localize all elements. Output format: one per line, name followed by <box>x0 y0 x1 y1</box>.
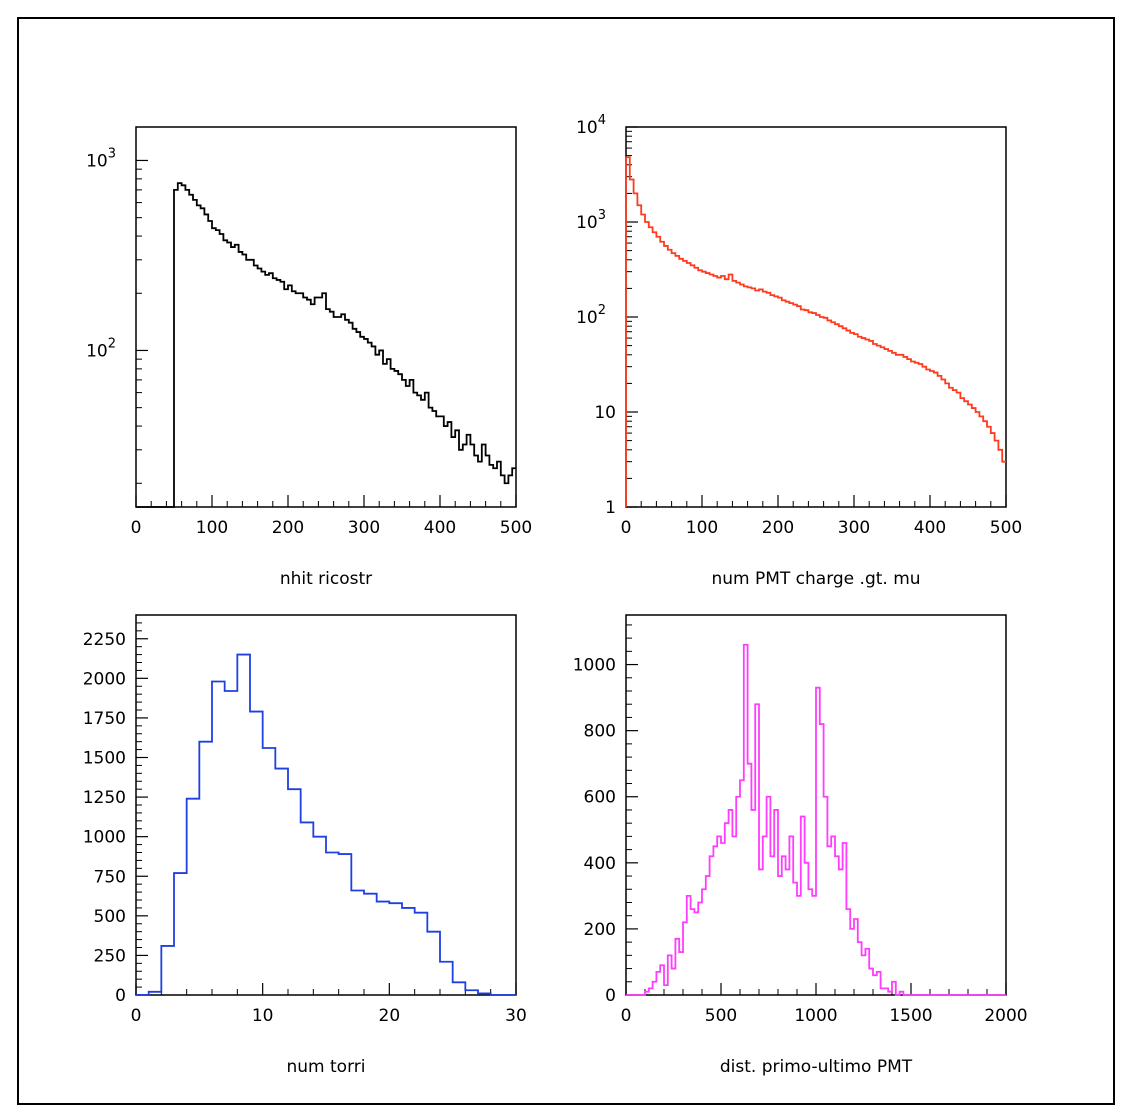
x-tick-label: 500 <box>500 518 532 538</box>
y-tick-label: 250 <box>94 946 126 966</box>
x-tick-label: 1000 <box>794 1006 837 1026</box>
y-tick-label: 103 <box>86 146 116 171</box>
y-tick-label: 102 <box>86 336 116 361</box>
histogram-series-line <box>626 643 1006 996</box>
y-tick-label: 1000 <box>83 828 126 848</box>
x-axis-ticks: 0 100 200 300 400 500 <box>621 495 1022 538</box>
chart-panel-4: 0 500 1000 1500 2000 0 200 400 600 800 1000 dist. p… <box>573 614 1028 1077</box>
x-tick-label: 200 <box>762 518 794 538</box>
x-tick-label: 0 <box>621 1006 632 1026</box>
outer-frame <box>17 17 1115 1105</box>
x-tick-label: 0 <box>621 518 632 538</box>
x-axis-label: num torri <box>287 1057 366 1077</box>
histogram-series-line <box>625 156 1006 507</box>
x-axis-ticks: 0 100 200 300 400 500 <box>131 495 532 538</box>
y-tick-label: 0 <box>605 986 616 1006</box>
x-axis-label: nhit ricostr <box>280 569 372 589</box>
y-tick-label: 400 <box>584 854 616 874</box>
chart-panel-1: 0 100 200 300 400 500 102 103 nhit ricostr <box>86 126 532 589</box>
x-tick-label: 10 <box>252 1006 274 1026</box>
x-axis-label: dist. primo-ultimo PMT <box>720 1057 913 1077</box>
y-tick-label: 2250 <box>83 630 126 650</box>
y-tick-label: 10 <box>594 403 616 423</box>
x-tick-label: 400 <box>914 518 946 538</box>
y-tick-label: 2000 <box>83 669 126 689</box>
x-axis-ticks: 0 500 1000 1500 2000 <box>621 983 1028 1026</box>
x-tick-label: 100 <box>686 518 718 538</box>
x-tick-label: 500 <box>705 1006 737 1026</box>
y-tick-label: 1000 <box>573 656 616 676</box>
x-tick-label: 200 <box>272 518 304 538</box>
y-tick-label: 500 <box>94 907 126 927</box>
y-tick-label: 1 <box>605 498 616 518</box>
y-tick-label: 1500 <box>83 749 126 769</box>
chart-panel-2: 0 100 200 300 400 500 1 10 102 103 104 num PMT char… <box>576 113 1022 589</box>
x-tick-label: 2000 <box>984 1006 1027 1026</box>
y-tick-label: 750 <box>94 867 126 887</box>
y-tick-label: 1250 <box>83 788 126 808</box>
plot-frame <box>135 126 517 508</box>
y-tick-label: 800 <box>584 722 616 742</box>
x-tick-label: 500 <box>990 518 1022 538</box>
chart-panel-3: 0 10 20 30 0 250 500 750 1000 1250 1500 1750 2000 225… <box>83 614 527 1077</box>
y-axis-ticks: 1 10 102 103 104 <box>576 113 638 518</box>
x-tick-label: 0 <box>131 1006 142 1026</box>
y-tick-label: 600 <box>584 788 616 808</box>
x-tick-label: 300 <box>348 518 380 538</box>
y-tick-label: 104 <box>576 113 606 138</box>
histogram-series-line <box>136 653 516 996</box>
x-tick-label: 400 <box>424 518 456 538</box>
x-axis-ticks: 0 10 20 30 <box>131 983 527 1026</box>
y-axis-ticks: 0 200 400 600 800 1000 <box>573 624 638 1006</box>
y-tick-label: 1750 <box>83 709 126 729</box>
x-tick-label: 300 <box>838 518 870 538</box>
x-tick-label: 1500 <box>889 1006 932 1026</box>
x-tick-label: 100 <box>196 518 228 538</box>
y-axis-ticks: 102 103 <box>86 146 148 484</box>
y-tick-label: 103 <box>576 208 606 233</box>
y-axis-ticks: 0 250 500 750 1000 1250 1500 1750 2000 2250 <box>83 614 148 1006</box>
histogram-series-line <box>136 182 516 508</box>
y-tick-label: 200 <box>584 920 616 940</box>
y-tick-label: 0 <box>115 986 126 1006</box>
x-tick-label: 0 <box>131 518 142 538</box>
x-tick-label: 30 <box>505 1006 527 1026</box>
x-axis-label: num PMT charge .gt. mu <box>711 569 920 589</box>
x-tick-label: 20 <box>379 1006 401 1026</box>
y-tick-label: 102 <box>576 303 606 328</box>
